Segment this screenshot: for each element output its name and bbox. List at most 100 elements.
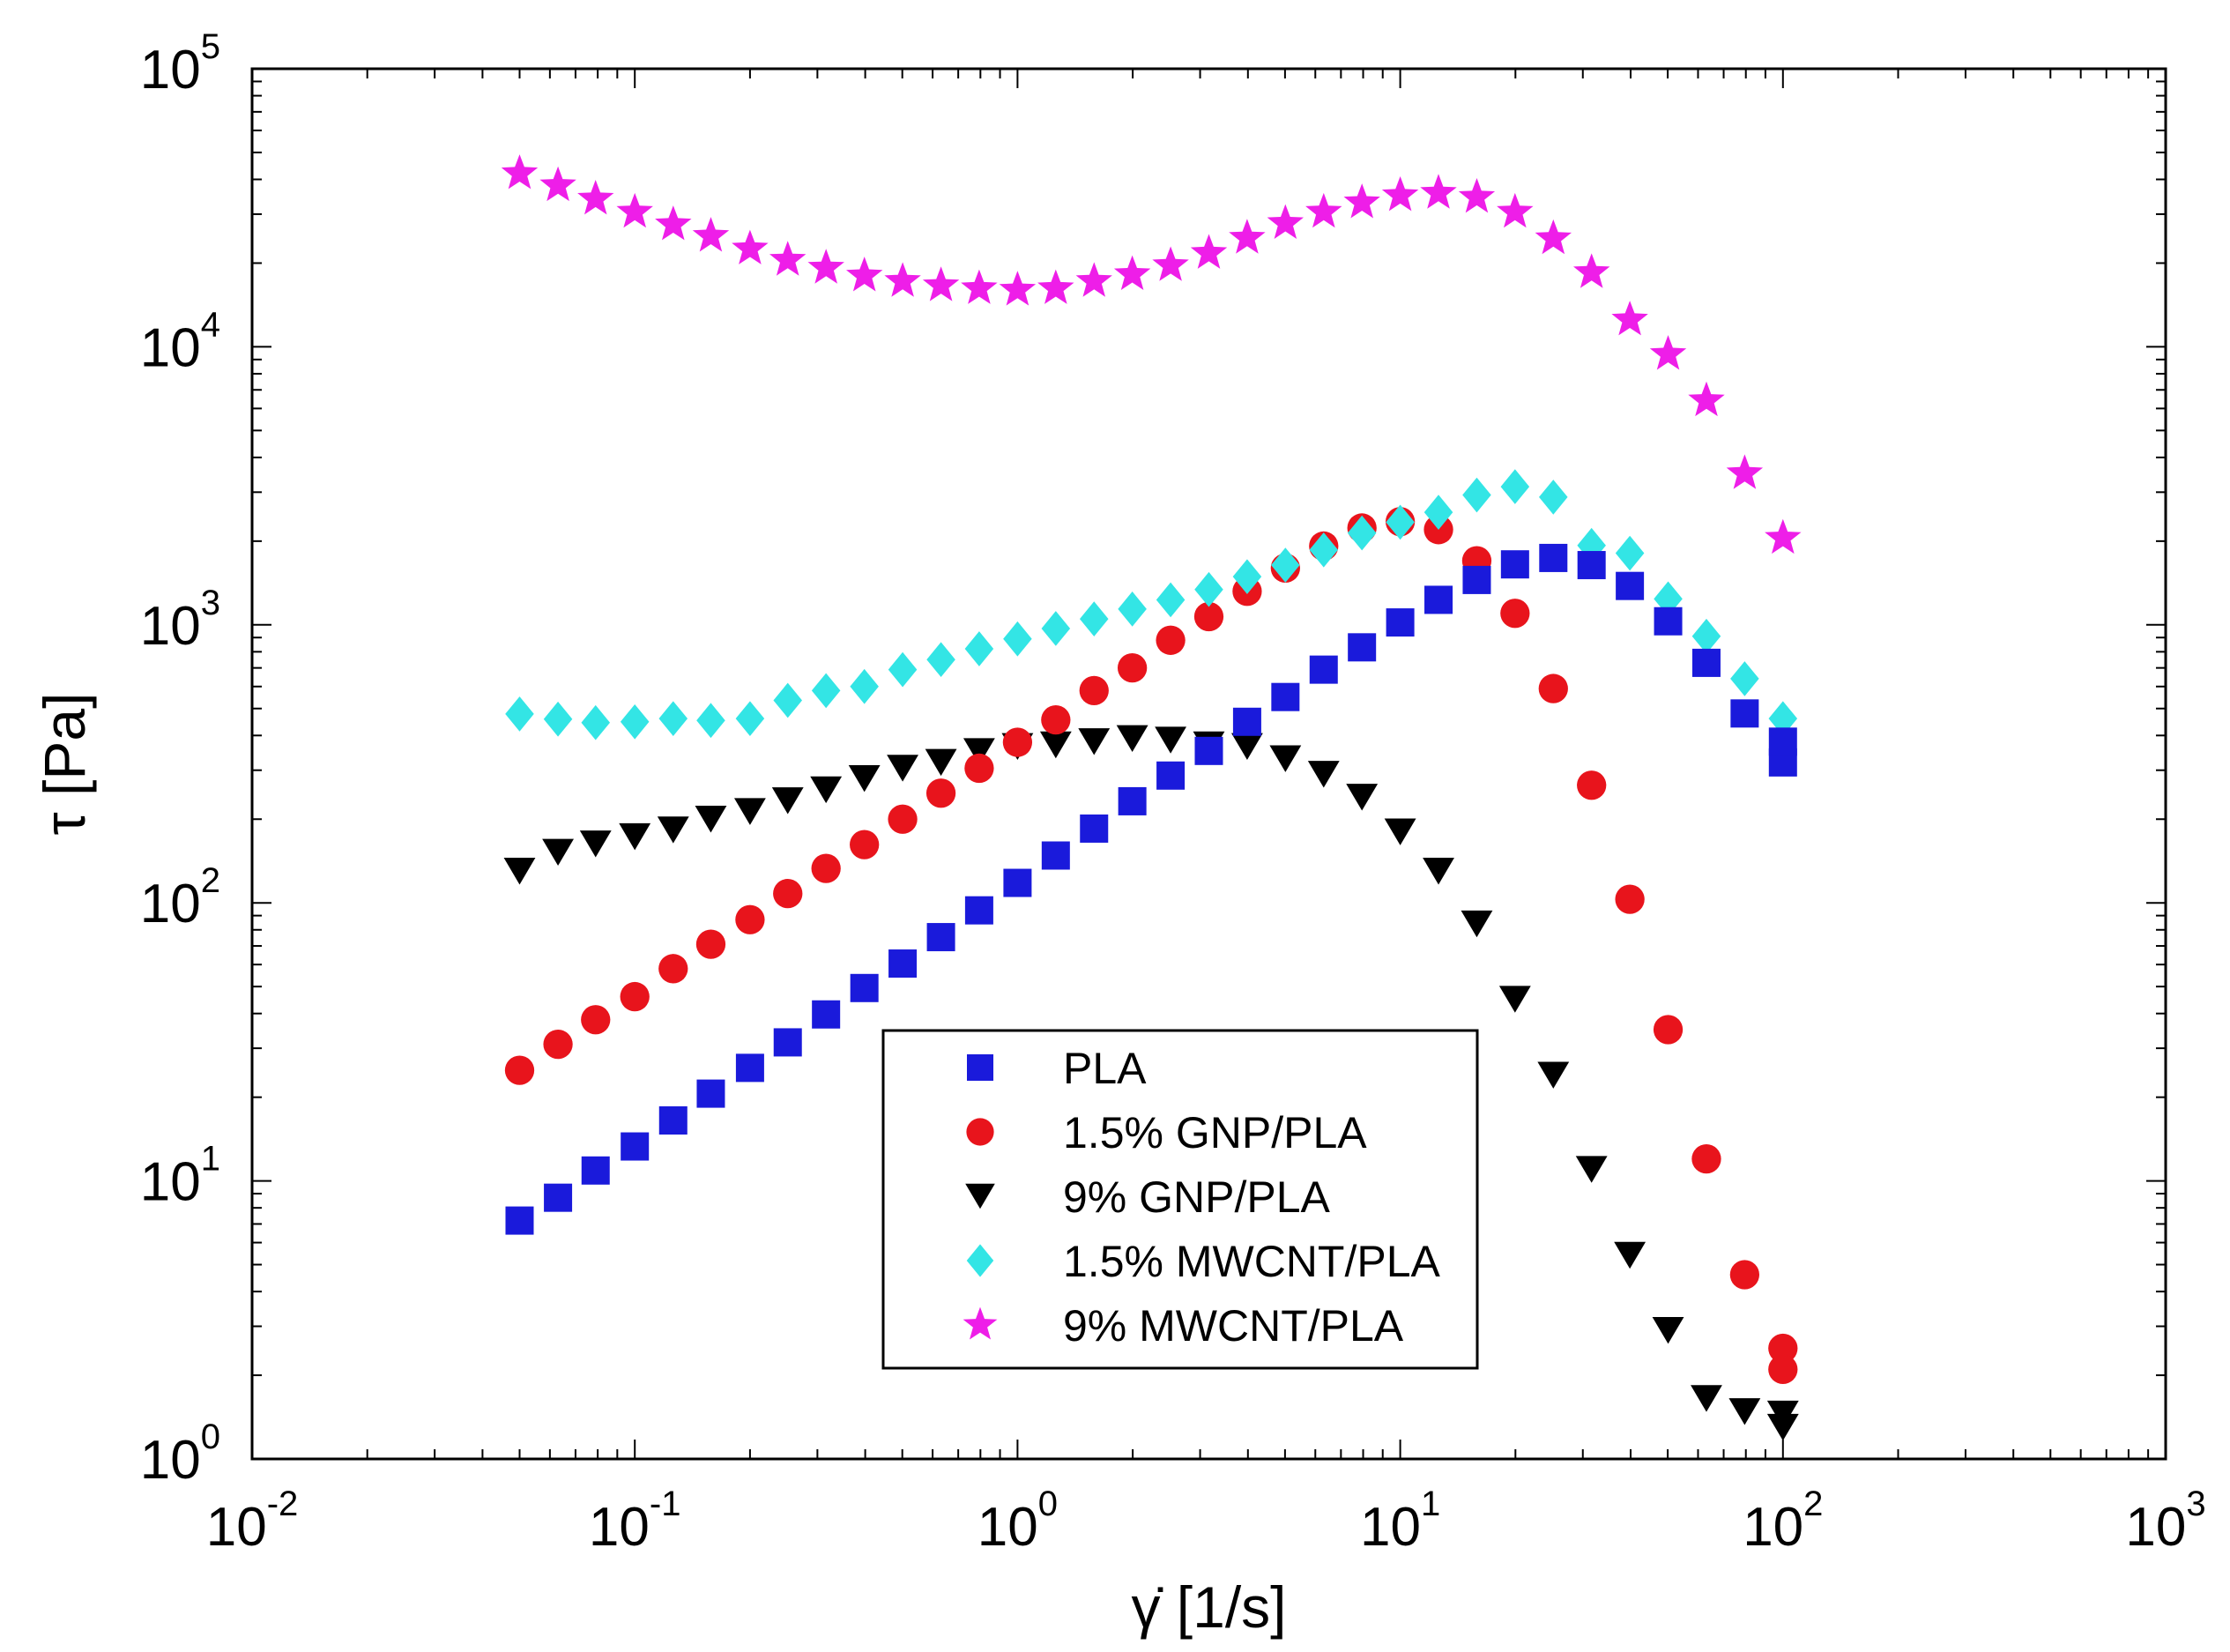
data-point	[1691, 618, 1721, 654]
data-point	[964, 896, 993, 925]
data-point	[1041, 705, 1071, 735]
data-point	[999, 271, 1037, 306]
data-point	[1462, 565, 1491, 594]
data-point	[964, 753, 994, 784]
data-point	[1232, 707, 1261, 736]
data-point	[1768, 1354, 1798, 1385]
data-point	[1768, 727, 1797, 756]
data-point	[1113, 255, 1151, 290]
series-pla	[505, 543, 1797, 1235]
data-point	[655, 205, 692, 241]
data-point	[1155, 726, 1187, 754]
data-point	[581, 1156, 610, 1185]
legend-label: 9% MWCNT/PLA	[1063, 1301, 1404, 1351]
data-point	[1305, 192, 1342, 228]
data-point	[1615, 535, 1645, 571]
data-point	[1381, 176, 1419, 212]
data-point	[888, 804, 918, 834]
data-point	[771, 787, 804, 815]
data-point	[888, 949, 918, 979]
data-point	[1309, 655, 1338, 684]
data-point	[1190, 234, 1228, 269]
data-point	[1343, 183, 1380, 219]
data-point	[1654, 606, 1683, 636]
data-point	[964, 631, 994, 666]
data-point	[1653, 1015, 1684, 1045]
data-point	[1538, 673, 1568, 703]
data-point	[1500, 469, 1530, 504]
data-point	[1347, 515, 1377, 551]
data-point	[811, 673, 841, 709]
data-point	[733, 798, 766, 825]
data-point	[1577, 551, 1606, 580]
data-point	[1500, 599, 1530, 629]
data-point	[505, 1206, 534, 1235]
data-point	[1003, 621, 1032, 657]
x-axis-title: γ̇ [1/s]	[1131, 1574, 1286, 1640]
data-point	[1577, 770, 1607, 800]
data-point	[735, 904, 765, 934]
data-point	[1461, 910, 1493, 938]
legend-marker	[967, 1054, 993, 1081]
data-point	[658, 954, 688, 984]
data-point	[1117, 653, 1148, 683]
data-point	[1423, 858, 1454, 885]
data-point	[811, 853, 841, 883]
data-point	[1386, 608, 1415, 637]
data-point	[1611, 301, 1648, 336]
data-point	[1768, 1333, 1798, 1364]
data-point	[812, 1000, 841, 1029]
data-point	[1271, 682, 1300, 711]
data-point	[1691, 1385, 1722, 1412]
data-point	[581, 704, 611, 740]
data-point	[1730, 661, 1759, 696]
data-point	[1539, 543, 1568, 572]
data-point	[922, 266, 960, 301]
data-point	[1267, 204, 1304, 239]
data-point	[925, 748, 957, 777]
data-point	[1037, 269, 1074, 304]
data-point	[1156, 582, 1186, 618]
data-point	[542, 838, 574, 867]
legend-label: 1.5% MWCNT/PLA	[1063, 1237, 1441, 1286]
data-point	[773, 1028, 802, 1057]
data-point	[1384, 818, 1416, 845]
data-point	[1497, 192, 1534, 228]
data-point	[1003, 868, 1032, 897]
y-tick-label: 102	[140, 861, 220, 934]
data-point	[621, 1132, 650, 1161]
data-point	[1498, 986, 1531, 1013]
data-point	[1726, 454, 1764, 489]
data-point	[695, 929, 726, 959]
data-point	[1309, 532, 1339, 568]
x-tick-label: 102	[1743, 1485, 1823, 1558]
data-point	[963, 738, 995, 765]
data-point	[807, 249, 844, 284]
data-point	[1002, 727, 1033, 757]
data-point	[1539, 480, 1568, 515]
data-point	[769, 241, 807, 276]
data-point	[692, 217, 730, 252]
data-point	[658, 1106, 688, 1135]
data-point	[961, 269, 998, 304]
data-point	[1348, 633, 1377, 662]
data-point	[1652, 1316, 1684, 1344]
y-tick-label: 103	[140, 584, 220, 657]
legend-marker	[965, 1183, 995, 1209]
data-point	[544, 1183, 573, 1212]
data-point	[1420, 174, 1457, 209]
data-point	[773, 682, 803, 718]
x-tick-label: 100	[977, 1485, 1058, 1558]
data-point	[810, 776, 843, 804]
data-point	[1423, 495, 1453, 530]
data-point	[1691, 648, 1721, 677]
data-point	[1193, 601, 1224, 632]
data-point	[1765, 518, 1802, 554]
legend-label: 1.5% GNP/PLA	[1063, 1108, 1367, 1157]
data-point	[620, 703, 650, 740]
data-point	[1691, 1143, 1721, 1174]
legend: PLA 1.5% GNP/PLA 9% GNP/PLA 1.5% MWCNT/PLA 9…	[881, 1029, 1479, 1370]
data-point	[926, 923, 955, 952]
data-point	[1307, 761, 1340, 788]
